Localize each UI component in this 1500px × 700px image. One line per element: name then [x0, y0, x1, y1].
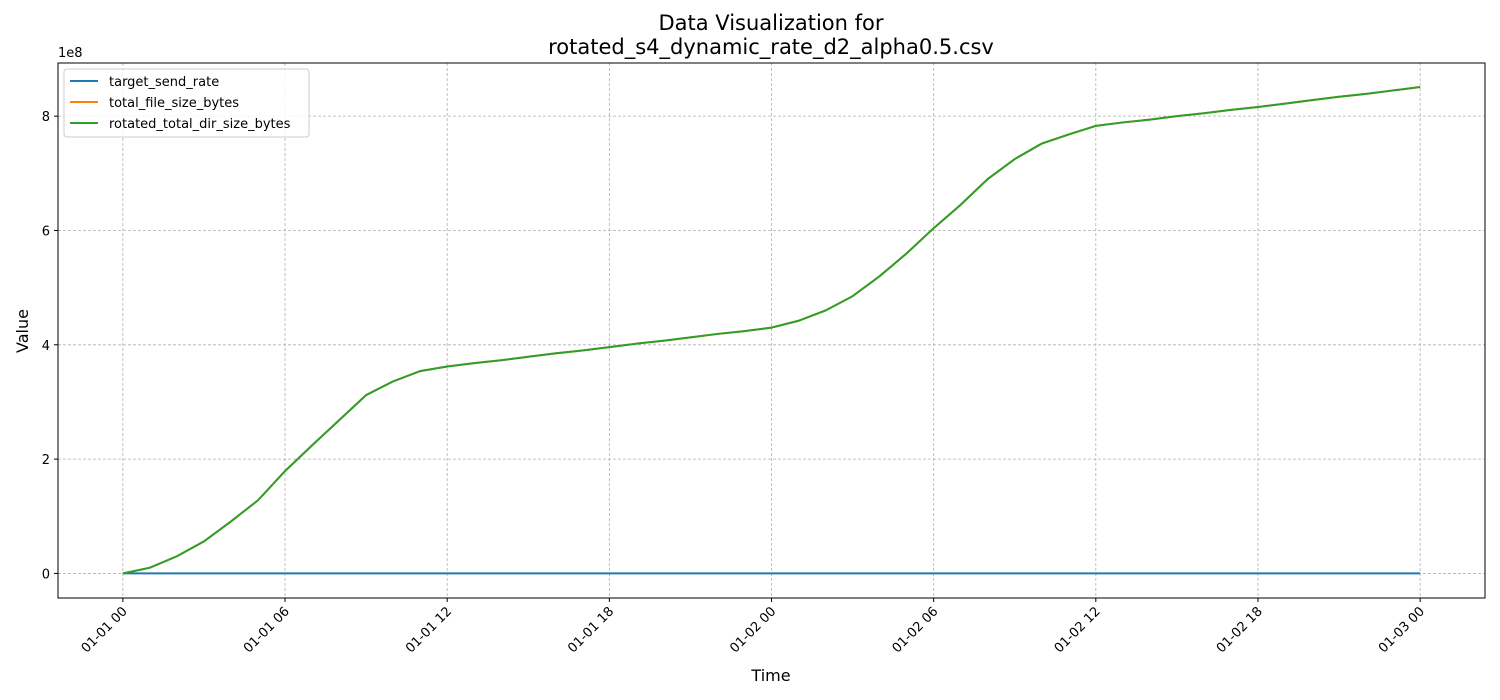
- y-tick-label: 2: [42, 453, 50, 468]
- x-tick-label: 01-01 00: [79, 604, 131, 656]
- legend-label: rotated_total_dir_size_bytes: [109, 117, 291, 132]
- y-axis-label: Value: [13, 309, 32, 353]
- y-tick-label: 8: [42, 110, 50, 125]
- y-tick-label: 6: [42, 224, 50, 239]
- axis-offset-label: 1e8: [58, 46, 83, 61]
- legend: target_send_rate total_file_size_bytesrot…: [63, 68, 310, 138]
- series-line: [122, 86, 1421, 575]
- x-tick-label: 01-02 12: [1052, 604, 1104, 656]
- x-tick-label: 01-01 06: [241, 604, 293, 656]
- x-tick-label: 01-02 18: [1214, 604, 1266, 656]
- x-tick-label: 01-03 00: [1376, 604, 1428, 656]
- x-tick-label: 01-01 12: [403, 604, 455, 656]
- legend-label: target_send_rate: [109, 75, 219, 90]
- legend-box: [63, 68, 310, 138]
- x-tick-label: 01-02 00: [727, 604, 779, 656]
- plot-frame: [57, 62, 1486, 599]
- y-tick-label: 0: [42, 567, 50, 582]
- legend-label: total_file_size_bytes: [109, 96, 239, 111]
- x-axis-label: Time: [750, 666, 790, 685]
- y-tick-label: 4: [42, 339, 50, 354]
- chart-title: Data Visualization for: [658, 11, 883, 35]
- chart-title: rotated_s4_dynamic_rate_d2_alpha0.5.csv: [548, 35, 994, 60]
- x-tick-label: 01-01 18: [565, 604, 617, 656]
- x-tick-label: 01-02 06: [890, 604, 942, 656]
